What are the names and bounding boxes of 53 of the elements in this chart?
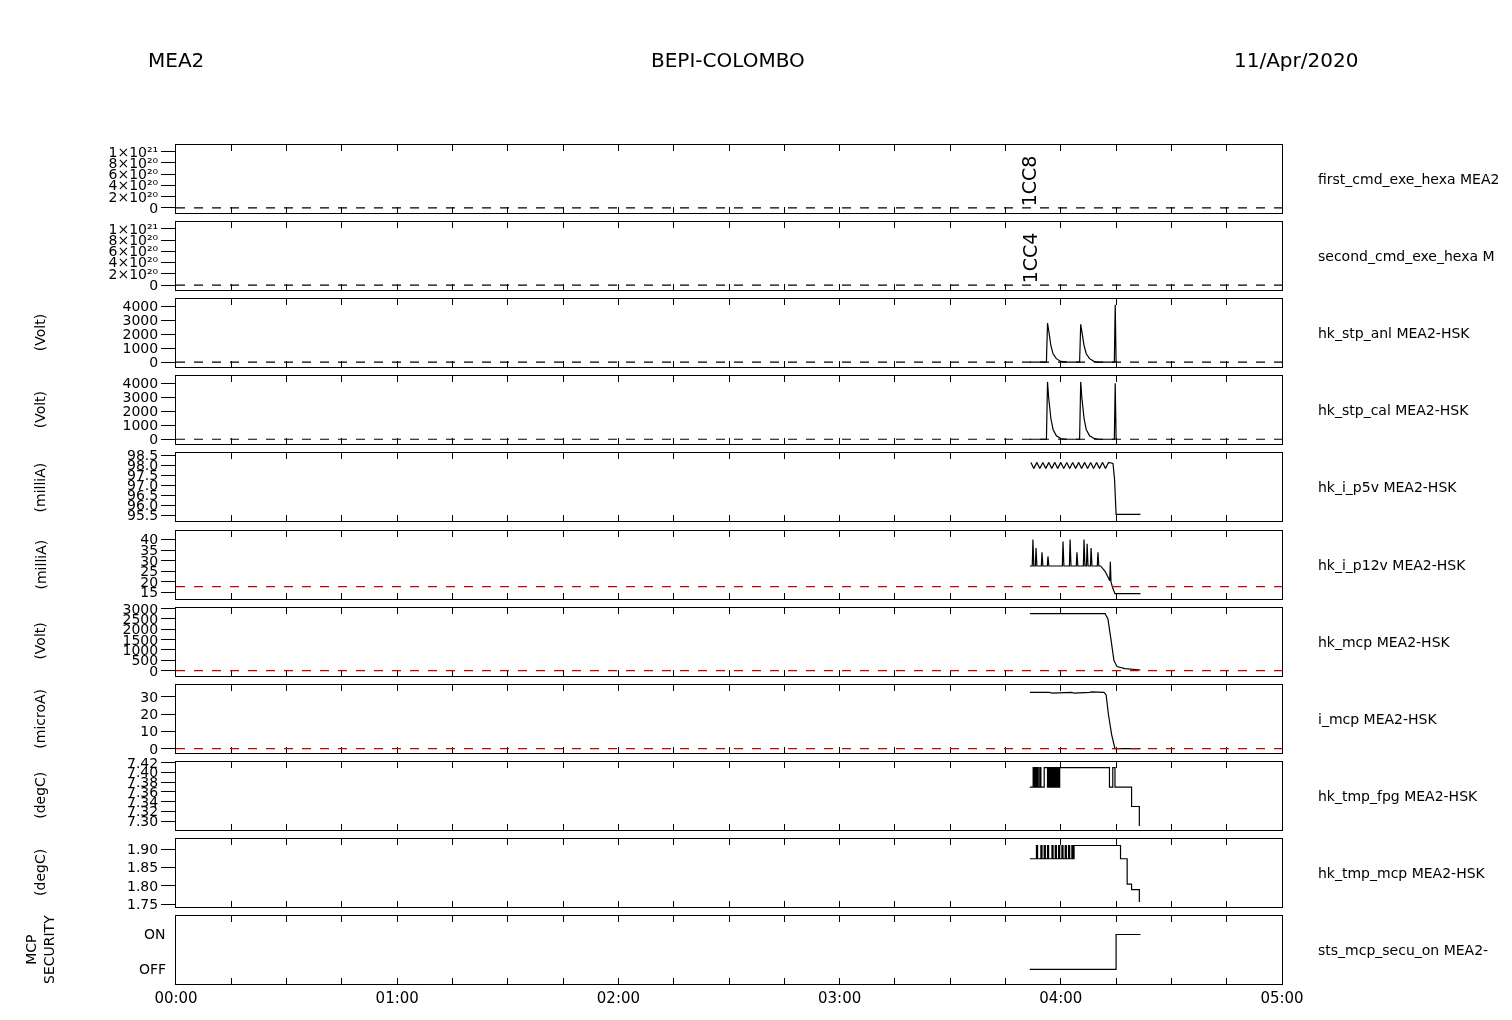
y-axis-title: MCP SECURITY <box>23 914 58 984</box>
x-tick-label: 04:00 <box>1039 989 1083 1007</box>
y-tick-label: 0 <box>149 199 159 216</box>
y-tick-label: 0 <box>149 354 159 371</box>
y-tick-label: 1.85 <box>127 859 159 876</box>
y-tick-label: 3000 <box>122 389 159 406</box>
y-tick-label: 1000 <box>122 340 159 357</box>
y-tick-label: 1.80 <box>127 877 159 894</box>
text: hk_stp_cal MEA2-HSK <box>1318 402 1470 418</box>
text: ON <box>144 926 166 942</box>
text: hk_mcp MEA2-HSK <box>1318 634 1451 650</box>
text: first_cmd_exe_hexa MEA2 <box>1318 171 1500 187</box>
text: hk_tmp_mcp MEA2-HSK <box>1318 865 1486 881</box>
y-axis-title: (Volt) <box>32 622 49 660</box>
text: MEA2 <box>148 48 205 72</box>
y-axis-title: (milliA) <box>31 462 48 513</box>
text: second_cmd_exe_hexa M <box>1318 248 1495 264</box>
y-axis-title: (degC) <box>32 771 49 819</box>
x-tick-label: 05:00 <box>1260 989 1304 1007</box>
y-tick-label: 30 <box>140 688 159 705</box>
text: i_mcp MEA2-HSK <box>1318 711 1438 727</box>
x-tick-label: 02:00 <box>596 989 641 1007</box>
text: sts_mcp_secu_on MEA2- <box>1318 942 1489 958</box>
text: hk_stp_anl MEA2-HSK <box>1318 325 1471 341</box>
text: hk_i_p5v MEA2-HSK <box>1318 479 1458 495</box>
y-tick-label: 1.90 <box>127 841 159 858</box>
y-tick-label: 1.75 <box>127 896 159 913</box>
chart-title: BEPI-COLOMBO <box>651 48 805 72</box>
y-tick-label: 2000 <box>122 326 159 343</box>
y-tick-label: 20 <box>140 705 159 722</box>
y-tick-label: 1000 <box>122 417 159 434</box>
y-tick-label: 0 <box>149 740 159 757</box>
x-tick-label: 03:00 <box>817 989 862 1007</box>
annotation: 1CC8 <box>1018 155 1041 207</box>
text: hk_i_p12v MEA2-HSK <box>1318 557 1467 573</box>
annotation: 1CC4 <box>1019 232 1042 284</box>
y-axis-title: (microA) <box>32 688 49 749</box>
text: 11/Apr/2020 <box>1234 48 1359 72</box>
y-axis-title: (Volt) <box>31 390 48 429</box>
y-axis-title: (degC) <box>32 848 49 896</box>
y-axis-title: (milliA) <box>32 539 49 590</box>
y-tick-label: 4000 <box>122 298 159 315</box>
y-tick-label: 3000 <box>122 312 159 329</box>
y-tick-label: 2000 <box>122 403 159 420</box>
y-tick-label: 0 <box>149 431 159 448</box>
x-tick-label: 01:00 <box>375 989 419 1007</box>
y-tick-label: 4000 <box>122 375 159 392</box>
y-tick-label: 0 <box>149 276 159 293</box>
text: hk_tmp_fpg MEA2-HSK <box>1318 788 1479 804</box>
x-tick-label: 00:00 <box>154 989 198 1007</box>
y-tick-label: 10 <box>140 723 159 740</box>
text: OFF <box>139 961 167 977</box>
y-axis-title: (Volt) <box>31 313 48 352</box>
